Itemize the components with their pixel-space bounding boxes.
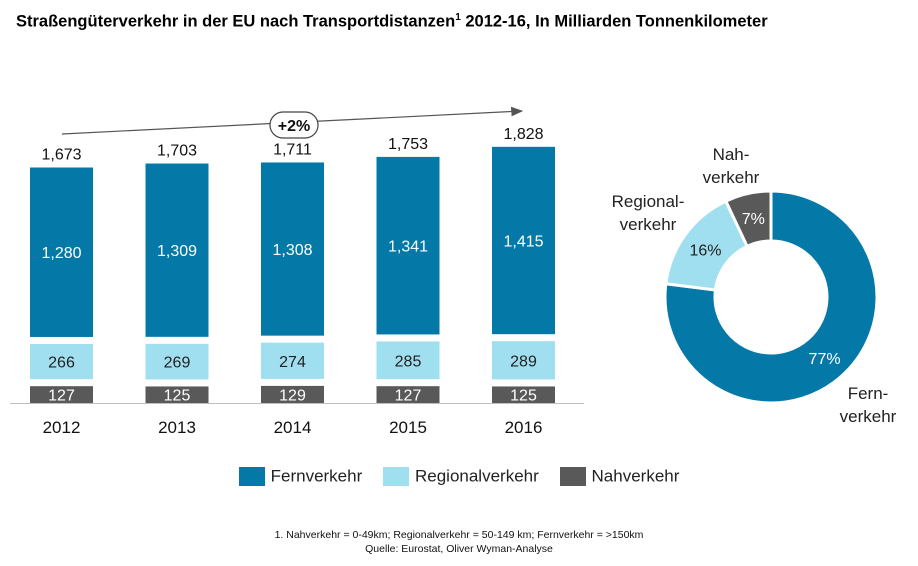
bar-value-label-regionalverkehr-2015: 285 [395,353,422,370]
bar-segment-nahverkehr-2013 [145,386,209,403]
bar-segment-fernverkehr-2012 [30,167,93,337]
bar-segment-nahverkehr-2015 [376,386,440,403]
title-footnote-marker: 1 [455,12,461,23]
bar-value-label-regionalverkehr-2014: 274 [279,354,306,371]
bar-segment-regionalverkehr-2013 [145,343,209,380]
growth-annotation-badge [269,111,319,139]
donut-category-label-regionalverkehr-0: Regional- [612,192,685,211]
bar-value-label-nahverkehr-2015: 127 [395,388,422,405]
legend-swatch-fernverkehr [238,467,265,487]
bar-value-label-fernverkehr-2013: 1,309 [157,243,197,260]
bar-value-label-nahverkehr-2012: 127 [48,388,75,405]
x-tick-label-2013: 2013 [158,418,196,437]
x-tick-label-2014: 2014 [274,418,312,437]
bar-value-label-nahverkehr-2016: 125 [510,388,537,405]
donut-category-label-fernverkehr-0: Fern- [848,384,889,403]
donut-slice-nahverkehr [723,189,773,249]
title-rest: 2012-16, In Milliarden Tonnenkilometer [460,12,768,31]
bar-segment-regionalverkehr-2015 [376,341,440,380]
donut-category-label-nahverkehr-1: verkehr [703,168,760,187]
bar-value-label-fernverkehr-2014: 1,308 [272,242,312,259]
legend: Fernverkehr Regionalverkehr Nahverkehr [0,466,918,487]
bar-segment-regionalverkehr-2012 [30,343,93,380]
bar-value-label-fernverkehr-2016: 1,415 [503,234,543,251]
chart-title: Straßengüterverkehr in der EU nach Trans… [16,12,768,32]
bar-segment-fernverkehr-2016 [492,146,555,335]
donut-slice-fernverkehr [663,189,879,405]
donut-value-label-nahverkehr: 7% [742,211,765,228]
bar-value-label-nahverkehr-2014: 129 [279,387,306,404]
bar-total-label-2015: 1,753 [388,136,428,153]
legend-swatch-nahverkehr [559,467,586,487]
bar-total-label-2016: 1,828 [503,126,543,143]
legend-item-fernverkehr: Fernverkehr [238,466,363,487]
footnote-block: 1. Nahverkehr = 0-49km; Regionalverkehr … [0,528,918,556]
legend-item-nahverkehr: Nahverkehr [559,466,680,487]
bar-total-label-2012: 1,673 [41,146,81,163]
bar-value-label-nahverkehr-2013: 125 [164,388,191,405]
bar-value-label-regionalverkehr-2013: 269 [164,355,191,372]
title-main: Straßengüterverkehr in der EU nach Trans… [16,12,456,31]
legend-swatch-regionalverkehr [382,467,409,487]
footnote: 1. Nahverkehr = 0-49km; Regionalverkehr … [274,529,644,541]
bar-total-label-2014: 1,711 [273,141,312,158]
bar-total-label-2013: 1,703 [157,143,197,160]
bar-segment-regionalverkehr-2016 [492,341,555,380]
source-note: Quelle: Eurostat, Oliver Wyman-Analyse [365,543,553,555]
x-tick-label-2012: 2012 [43,418,81,437]
x-tick-label-2015: 2015 [389,418,427,437]
donut-value-label-fernverkehr: 77% [809,351,841,368]
bar-value-label-regionalverkehr-2016: 289 [510,353,537,370]
bar-segment-fernverkehr-2013 [145,163,209,337]
legend-label-fernverkehr: Fernverkehr [270,466,363,486]
stacked-bar-chart: 127 266 1,280 1,673 2012 125 269 1,309 1,703 2013… [10,106,584,437]
bar-segment-fernverkehr-2015 [376,156,440,335]
donut-category-label-regionalverkehr-1: verkehr [620,215,677,234]
bar-segment-nahverkehr-2012 [30,386,93,403]
donut-chart: 77% Fern-verkehr 16% Regional-verkehr 7% Nah-… [612,145,897,426]
donut-category-label-nahverkehr-0: Nah- [713,145,750,164]
donut-category-label-fernverkehr-1: verkehr [840,407,897,426]
x-tick-label-2016: 2016 [505,418,543,437]
legend-label-nahverkehr: Nahverkehr [591,466,680,486]
bar-segment-nahverkehr-2014 [261,385,324,403]
bar-segment-fernverkehr-2014 [261,162,324,336]
bar-value-label-fernverkehr-2015: 1,341 [388,239,428,256]
chart-area: 127 266 1,280 1,673 2012 125 269 1,309 1,703 2013… [10,106,897,437]
bar-segment-nahverkehr-2016 [492,386,555,403]
legend-label-regionalverkehr: Regionalverkehr [414,466,539,486]
donut-value-label-regionalverkehr: 16% [689,242,721,259]
growth-annotation-label: +2% [278,118,310,135]
bar-value-label-regionalverkehr-2012: 266 [48,355,75,372]
bar-value-label-fernverkehr-2012: 1,280 [41,245,81,262]
legend-item-regionalverkehr: Regionalverkehr [382,466,539,487]
bar-segment-regionalverkehr-2014 [261,342,324,379]
